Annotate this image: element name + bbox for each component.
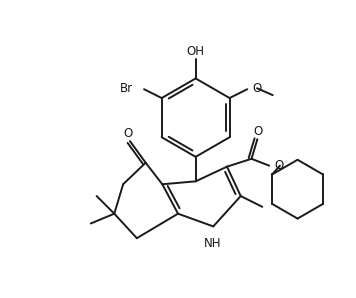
Text: O: O: [252, 82, 261, 95]
Text: Br: Br: [120, 82, 133, 95]
Text: OH: OH: [187, 46, 205, 58]
Text: O: O: [254, 125, 263, 138]
Text: O: O: [124, 127, 133, 140]
Text: O: O: [274, 159, 283, 172]
Text: NH: NH: [204, 237, 221, 250]
